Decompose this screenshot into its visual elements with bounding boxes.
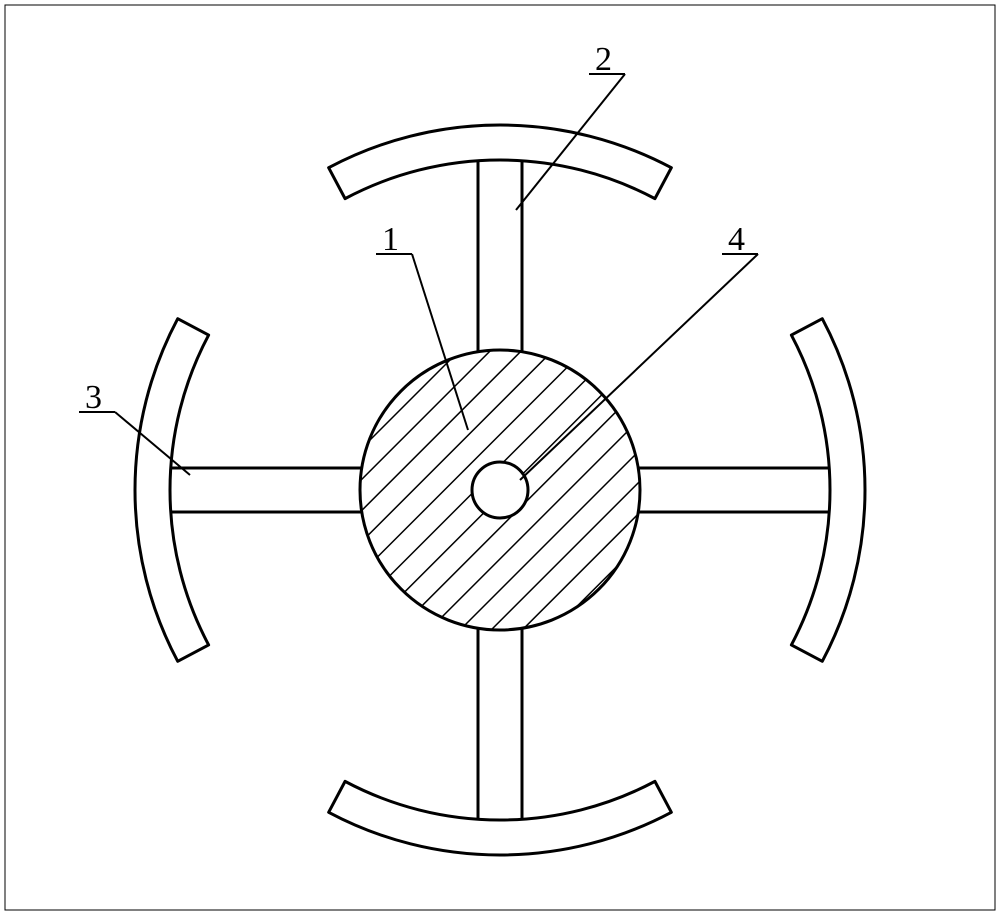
spoke	[478, 160, 522, 352]
callout-label-3: 3	[85, 379, 102, 416]
callout-label-2: 2	[595, 41, 612, 78]
spoke	[478, 628, 522, 820]
callout-label-4: 4	[728, 221, 745, 258]
callout-label-1: 1	[382, 221, 399, 258]
hub-hole	[472, 462, 528, 518]
spoke	[638, 468, 830, 512]
spoke	[170, 468, 362, 512]
